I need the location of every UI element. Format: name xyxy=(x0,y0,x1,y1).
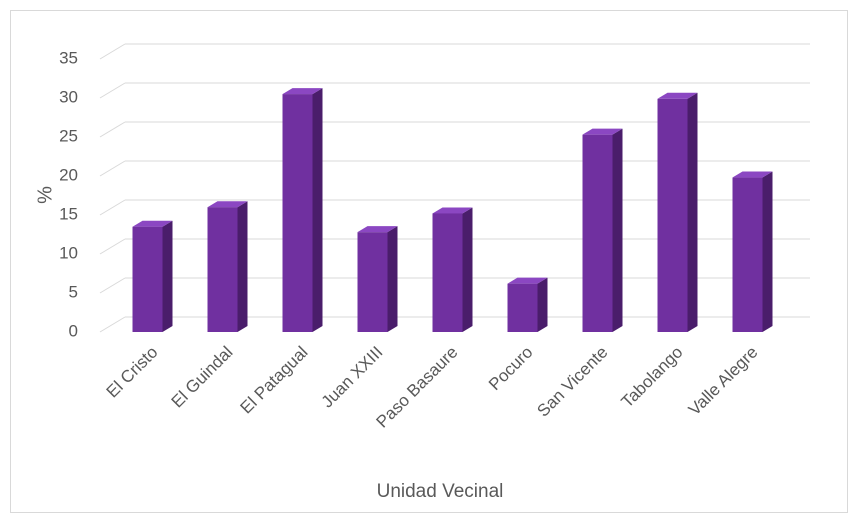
bar-front xyxy=(732,177,763,332)
grid-line xyxy=(99,199,126,216)
grid-line xyxy=(99,316,126,333)
bar xyxy=(582,128,623,332)
bar-front xyxy=(132,226,163,332)
bar-front xyxy=(657,98,688,332)
bar-side xyxy=(462,207,473,332)
y-tick-label: 5 xyxy=(69,282,78,301)
bar-top xyxy=(507,277,548,284)
bar-side xyxy=(162,220,173,332)
grid-line xyxy=(99,160,126,177)
y-tick-label: 0 xyxy=(69,321,78,340)
bar-top xyxy=(282,88,323,95)
bar xyxy=(507,277,548,332)
grid-line xyxy=(99,277,126,294)
grid-line xyxy=(99,43,126,60)
y-axis-label: % xyxy=(34,186,56,204)
bar-top xyxy=(732,171,773,178)
y-tick-label: 10 xyxy=(59,243,78,262)
bar-top xyxy=(357,226,398,233)
y-tick-label: 15 xyxy=(59,204,78,223)
bar-top xyxy=(582,128,623,135)
bar xyxy=(207,201,248,332)
bar xyxy=(282,88,323,332)
bar-side xyxy=(312,88,323,332)
x-axis-label: Unidad Vecinal xyxy=(377,481,504,502)
bar xyxy=(357,226,398,332)
grid-line xyxy=(99,82,126,99)
bar-side xyxy=(687,92,698,332)
bar-top xyxy=(207,201,248,208)
bar-top xyxy=(657,92,698,99)
bar-front xyxy=(432,213,463,332)
bar-side xyxy=(537,277,548,332)
bar xyxy=(132,220,173,332)
bar xyxy=(657,92,698,332)
y-tick-label: 25 xyxy=(59,126,78,145)
bar-front xyxy=(582,134,613,332)
bar-side xyxy=(237,201,248,332)
grid-line xyxy=(99,238,126,255)
bar-front xyxy=(282,94,313,332)
bar xyxy=(432,207,473,332)
bar-front xyxy=(207,207,238,332)
bar-side xyxy=(612,128,623,332)
bar-front xyxy=(357,232,388,332)
bar-top xyxy=(432,207,473,214)
bar-side xyxy=(762,171,773,332)
bar-side xyxy=(387,226,398,332)
bar xyxy=(732,171,773,332)
bar-front xyxy=(507,283,538,332)
grid-line xyxy=(99,121,126,138)
y-tick-label: 35 xyxy=(59,48,78,67)
y-tick-label: 20 xyxy=(59,165,78,184)
y-tick-label: 30 xyxy=(59,87,78,106)
bar-top xyxy=(132,220,173,227)
